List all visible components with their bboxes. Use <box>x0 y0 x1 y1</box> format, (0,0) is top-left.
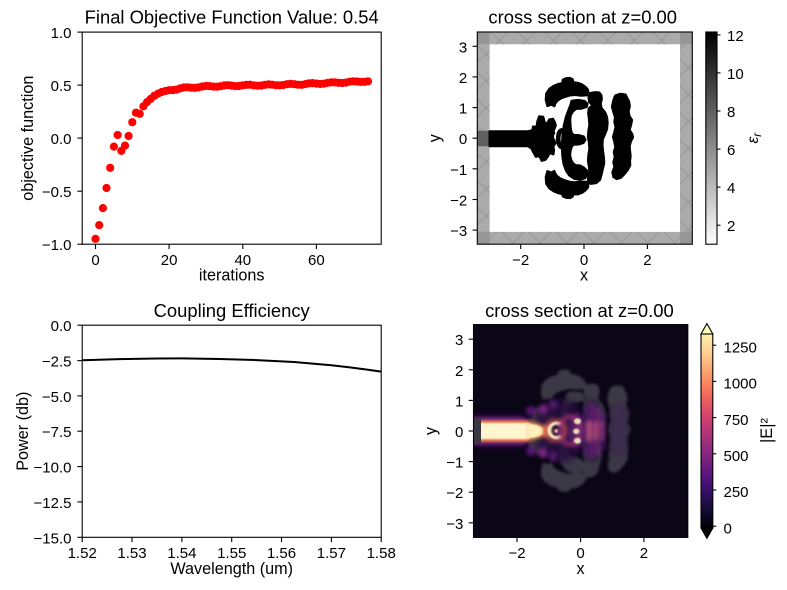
svg-text:0.0: 0.0 <box>51 131 72 148</box>
svg-text:−2: −2 <box>512 252 529 269</box>
svg-text:2: 2 <box>643 252 651 269</box>
svg-text:Final Objective Function Value: Final Objective Function Value: 0.54 <box>85 7 379 28</box>
svg-text:3: 3 <box>455 332 463 349</box>
svg-text:8: 8 <box>727 104 735 121</box>
svg-text:−3: −3 <box>450 223 467 240</box>
svg-text:0: 0 <box>576 545 584 562</box>
svg-text:1.56: 1.56 <box>267 545 296 562</box>
svg-text:objective function: objective function <box>19 76 37 201</box>
svg-text:Coupling Efficiency: Coupling Efficiency <box>154 300 311 321</box>
svg-text:−1: −1 <box>446 455 463 472</box>
svg-text:0: 0 <box>724 520 732 537</box>
svg-text:2: 2 <box>727 218 735 235</box>
svg-text:0.0: 0.0 <box>51 318 72 335</box>
svg-text:1: 1 <box>455 393 463 410</box>
svg-text:iterations: iterations <box>199 267 265 285</box>
svg-text:cross section at z=0.00: cross section at z=0.00 <box>485 300 674 321</box>
svg-text:1.57: 1.57 <box>317 545 346 562</box>
svg-text:cross section at z=0.00: cross section at z=0.00 <box>488 7 677 28</box>
svg-text:−3: −3 <box>446 516 463 533</box>
svg-text:−0.5: −0.5 <box>42 184 72 201</box>
svg-text:εr: εr <box>745 132 764 144</box>
svg-text:−12.5: −12.5 <box>34 495 72 512</box>
svg-text:|E|²: |E|² <box>758 418 776 443</box>
svg-text:−2.5: −2.5 <box>42 354 72 371</box>
svg-text:1.58: 1.58 <box>367 545 396 562</box>
svg-text:−1.0: −1.0 <box>42 237 72 254</box>
svg-text:1.0: 1.0 <box>51 25 72 42</box>
svg-text:−5.0: −5.0 <box>42 389 72 406</box>
svg-text:1000: 1000 <box>724 376 757 393</box>
svg-text:0: 0 <box>91 252 99 269</box>
svg-text:−2: −2 <box>450 193 467 210</box>
svg-text:3: 3 <box>459 39 467 56</box>
svg-text:40: 40 <box>234 252 251 269</box>
svg-text:6: 6 <box>727 142 735 159</box>
svg-text:x: x <box>577 560 585 578</box>
svg-text:1.52: 1.52 <box>68 545 97 562</box>
svg-text:12: 12 <box>727 28 744 45</box>
svg-text:0.5: 0.5 <box>51 78 72 95</box>
svg-text:2: 2 <box>455 363 463 380</box>
svg-text:y: y <box>422 426 440 435</box>
svg-text:−2: −2 <box>508 545 525 562</box>
svg-text:1.55: 1.55 <box>217 545 246 562</box>
svg-text:Wavelength (um): Wavelength (um) <box>170 560 293 578</box>
svg-text:10: 10 <box>727 66 744 83</box>
svg-text:0: 0 <box>580 252 588 269</box>
svg-text:−1: −1 <box>450 162 467 179</box>
svg-text:60: 60 <box>308 252 325 269</box>
svg-text:0: 0 <box>455 424 463 441</box>
svg-text:2: 2 <box>640 545 648 562</box>
svg-text:1.53: 1.53 <box>117 545 146 562</box>
svg-text:750: 750 <box>724 412 749 429</box>
svg-text:y: y <box>426 133 444 142</box>
svg-text:−7.5: −7.5 <box>42 424 72 441</box>
svg-text:1250: 1250 <box>724 339 757 356</box>
svg-text:1: 1 <box>459 101 467 118</box>
svg-text:x: x <box>580 267 588 285</box>
svg-text:500: 500 <box>724 448 749 465</box>
svg-text:Power (db): Power (db) <box>14 392 32 471</box>
svg-text:250: 250 <box>724 484 749 501</box>
svg-text:−15.0: −15.0 <box>34 530 72 547</box>
svg-text:0: 0 <box>459 131 467 148</box>
svg-text:4: 4 <box>727 180 735 197</box>
svg-text:20: 20 <box>161 252 178 269</box>
svg-text:−10.0: −10.0 <box>34 460 72 477</box>
svg-text:2: 2 <box>459 70 467 87</box>
svg-text:−2: −2 <box>446 485 463 502</box>
svg-text:1.54: 1.54 <box>167 545 196 562</box>
